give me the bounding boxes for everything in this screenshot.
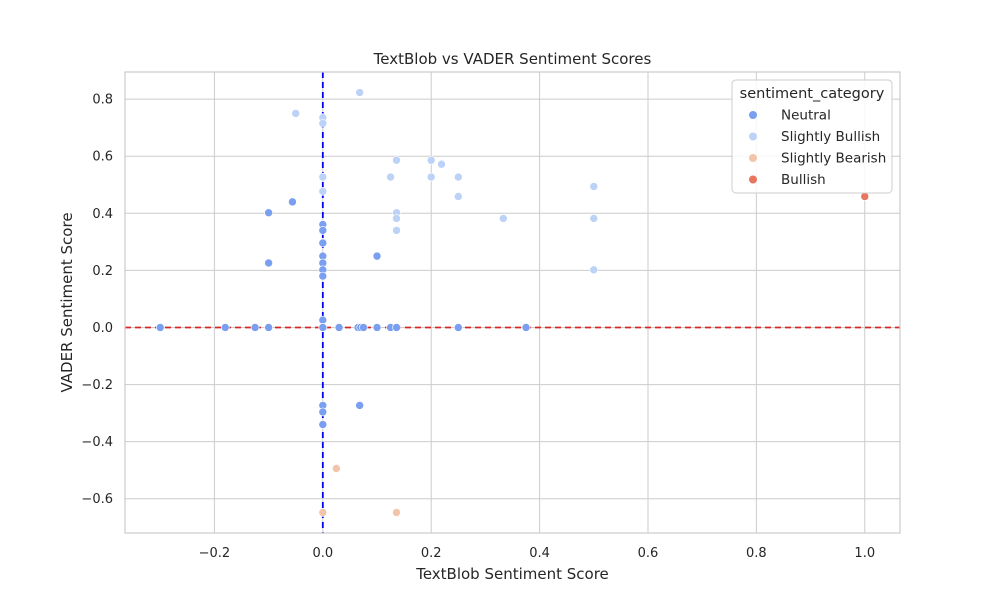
data-point — [355, 401, 364, 410]
legend-marker — [749, 154, 757, 162]
data-point — [291, 109, 301, 118]
y-tick-label: −0.4 — [81, 435, 113, 450]
data-point — [454, 323, 463, 332]
legend-label: Slightly Bullish — [781, 129, 880, 145]
legend-marker — [749, 175, 757, 184]
legend-marker — [749, 132, 757, 141]
data-point — [318, 420, 328, 429]
legend-marker — [749, 111, 757, 119]
data-point — [288, 197, 297, 207]
data-point — [392, 508, 401, 517]
data-point — [318, 323, 328, 332]
series-slightly-bearish — [318, 464, 401, 517]
x-tick-label: 1.0 — [854, 546, 875, 561]
legend-items: Neutral Slightly Bullish Slightly Bearish B… — [749, 108, 886, 188]
data-point — [386, 172, 395, 182]
data-point — [264, 258, 273, 268]
data-point — [318, 238, 328, 248]
x-tick-label: −0.2 — [199, 546, 231, 561]
data-point — [318, 407, 328, 417]
plot-frame — [124, 71, 901, 534]
data-point — [359, 323, 368, 332]
data-point — [521, 323, 531, 332]
data-point — [318, 271, 328, 281]
data-points — [155, 88, 870, 517]
data-point — [392, 155, 401, 165]
data-point — [372, 323, 382, 332]
y-tick-label: 0.0 — [92, 321, 113, 336]
data-point — [264, 208, 273, 218]
data-point — [589, 214, 599, 223]
legend-label: Slightly Bearish — [781, 151, 886, 167]
data-point — [454, 192, 463, 201]
reference-lines — [125, 72, 900, 533]
legend-label: Bullish — [781, 172, 826, 188]
y-tick-label: −0.2 — [81, 378, 113, 393]
data-point — [437, 159, 446, 169]
data-point — [318, 226, 328, 235]
series-bullish — [860, 192, 870, 201]
x-tick-label: 0.8 — [746, 546, 767, 561]
data-point — [498, 214, 508, 223]
data-point — [318, 508, 328, 517]
legend-box — [731, 79, 893, 194]
data-point — [318, 119, 328, 128]
chart-title: TextBlob vs VADER Sentiment Scores — [373, 50, 652, 68]
x-tick-label: 0.2 — [421, 546, 442, 561]
data-point — [392, 226, 401, 235]
data-point — [318, 172, 328, 182]
data-point — [355, 88, 364, 97]
y-axis-ticks: −0.6 −0.4 −0.2 0.0 0.2 0.4 0.6 0.8 — [81, 93, 113, 508]
x-axis-label: TextBlob Sentiment Score — [415, 565, 609, 583]
x-tick-label: 0.4 — [529, 546, 550, 561]
data-point — [155, 323, 165, 332]
series-neutral — [155, 197, 531, 429]
y-tick-label: 0.4 — [92, 207, 113, 222]
x-tick-label: 0.6 — [638, 546, 659, 561]
data-point — [426, 172, 436, 182]
data-point — [332, 464, 341, 473]
data-point — [372, 251, 382, 261]
y-tick-label: 0.8 — [92, 93, 113, 108]
data-point — [589, 265, 599, 275]
data-point — [264, 323, 273, 332]
data-point — [589, 182, 599, 191]
data-point — [454, 172, 463, 182]
data-point — [318, 315, 328, 325]
y-tick-label: 0.6 — [92, 150, 113, 165]
legend: sentiment_category Neutral Slightly Bulli… — [731, 79, 893, 194]
series-slightly-bullish — [291, 88, 599, 275]
legend-title: sentiment_category — [740, 86, 885, 102]
data-point — [392, 214, 401, 223]
x-axis-ticks: −0.2 0.0 0.2 0.4 0.6 0.8 1.0 — [199, 546, 875, 561]
data-point — [392, 323, 401, 332]
data-point — [220, 323, 230, 332]
y-tick-label: 0.2 — [92, 264, 113, 279]
data-point — [250, 323, 260, 332]
x-tick-label: 0.0 — [312, 546, 333, 561]
data-point — [860, 192, 870, 201]
legend-label: Neutral — [781, 108, 831, 124]
y-axis-label: VADER Sentiment Score — [58, 212, 76, 392]
data-point — [318, 187, 328, 196]
data-point — [334, 323, 344, 332]
data-point — [426, 155, 436, 165]
y-tick-label: −0.6 — [81, 492, 113, 507]
